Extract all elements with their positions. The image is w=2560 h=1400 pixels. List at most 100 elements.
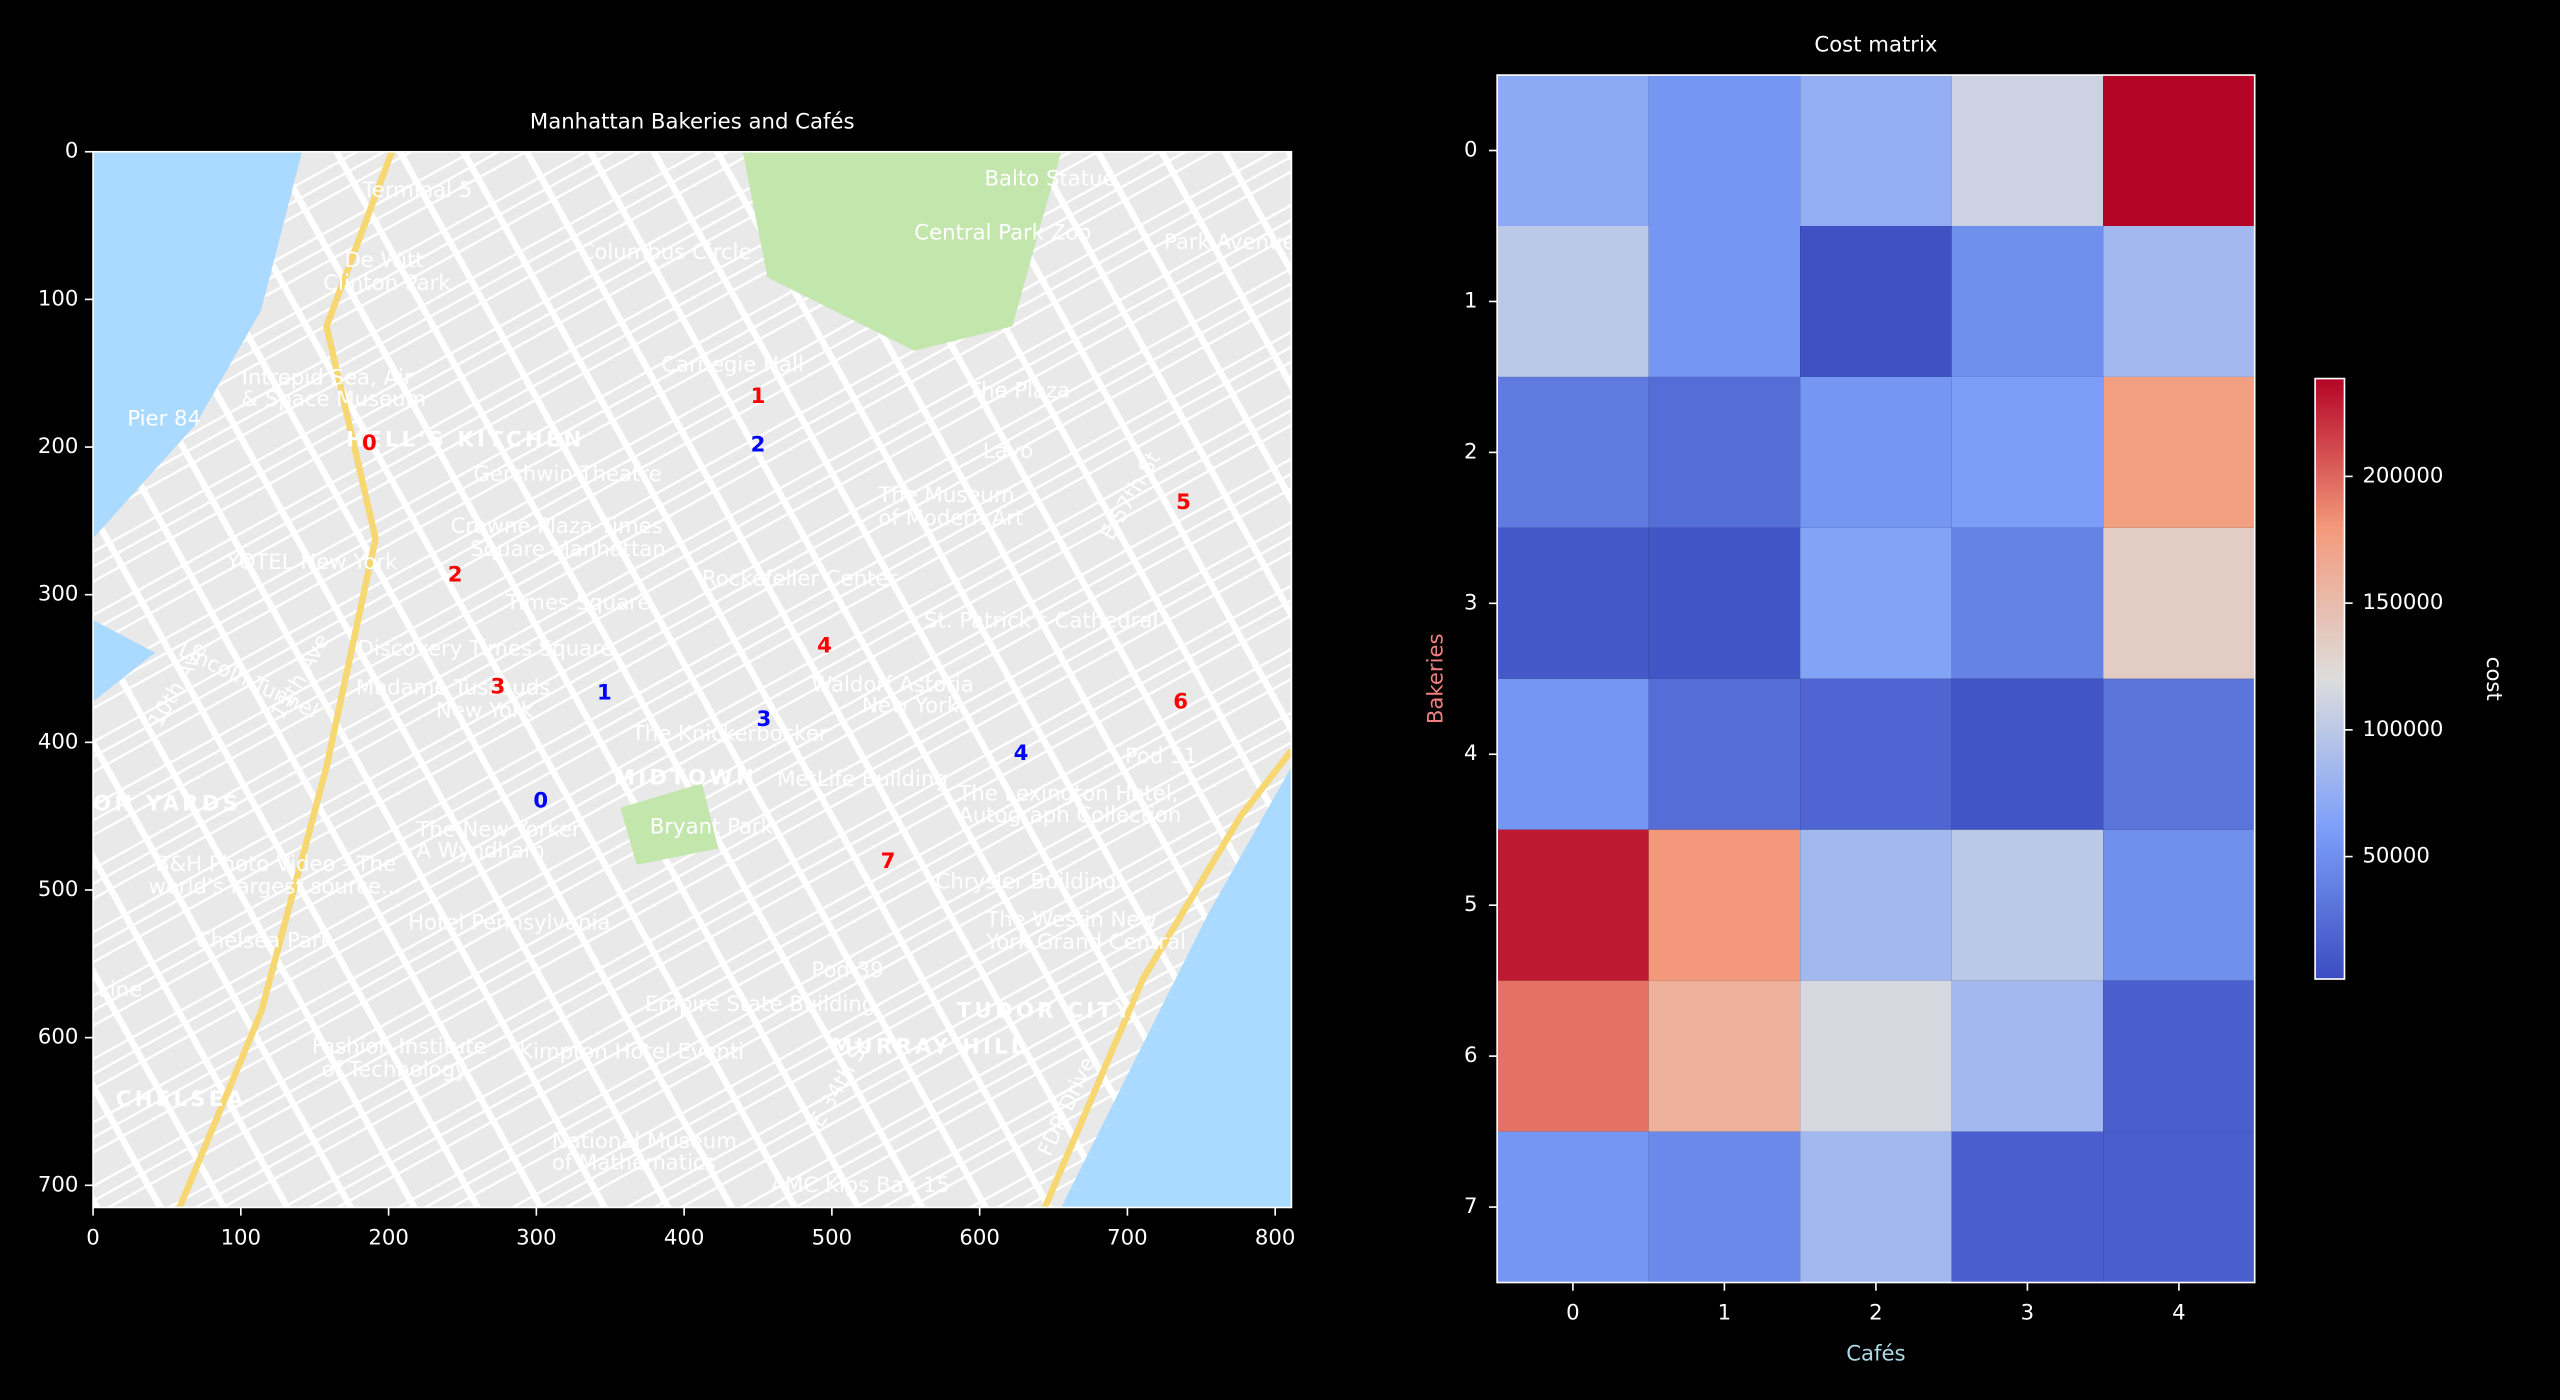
heatmap-cell [1951, 980, 2104, 1132]
heatmap-cell [1800, 1131, 1952, 1283]
map-label: Gershwin Theatre [473, 462, 661, 487]
x-tick-label: 4 [2172, 1301, 2186, 1326]
heatmap-cell [1648, 376, 1801, 528]
heatmap-cell [1951, 678, 2104, 830]
x-axis-label: Cafés [1846, 1341, 1905, 1366]
map-label: St. Patrick's Cathedral [924, 609, 1158, 634]
heatmap-cell [1800, 376, 1952, 528]
map-label: AMC Kips Bay 15 [771, 1173, 950, 1198]
heatmap-cell [2103, 225, 2255, 377]
heatmap-cell [1800, 829, 1952, 981]
axes-frame [92, 150, 1293, 1209]
map-label: Times Square [505, 591, 650, 616]
map-label: Fashion Institute [312, 1035, 487, 1060]
point-label: 5 [1176, 490, 1191, 515]
y-tick-label: 700 [38, 1172, 78, 1197]
x-tick-label: 500 [812, 1225, 852, 1250]
map-label: Terminal 5 [361, 178, 472, 203]
x-tick-label: 200 [368, 1225, 408, 1250]
heatmap-cell [1648, 829, 1801, 981]
y-tick-label: 500 [38, 877, 78, 902]
heatmap-cell [1648, 678, 1801, 830]
map-label: New York [862, 694, 960, 719]
map-label: MIDTOWN [614, 765, 757, 790]
heatmap-cell [2103, 678, 2255, 830]
heatmap-cell [1800, 980, 1952, 1132]
map-label: Park Avenue A [1164, 230, 1317, 255]
map-label: Autograph Collection [958, 803, 1181, 828]
heatmap-cell [2103, 527, 2255, 679]
map-label: MURRAY HILL [831, 1035, 1028, 1060]
colorbar [2314, 377, 2346, 980]
map-label: Carnegie Hall [661, 353, 804, 378]
map-label: De Witt [344, 248, 423, 273]
map-label: of Mathematics [552, 1150, 716, 1175]
point-label: 3 [491, 675, 506, 700]
map-label: Pod 51 [1125, 744, 1197, 769]
point-label: 4 [817, 633, 832, 658]
map-label: Balto Statue [984, 166, 1115, 191]
point-label: 1 [597, 681, 612, 706]
y-tick-label: 0 [65, 139, 79, 164]
heatmap-cell [1497, 376, 1649, 528]
map-label: The Lexington Hotel, [957, 782, 1178, 807]
heatmap-cell [1800, 527, 1952, 679]
map-label: of Technology [322, 1057, 468, 1082]
x-tick-label: 1 [1718, 1301, 1732, 1326]
map-label: Rockefeller Center [702, 566, 897, 591]
x-tick-label: 600 [959, 1225, 999, 1250]
y-tick-label: 400 [38, 729, 78, 754]
heatmap-cell [1951, 75, 2104, 226]
map-labels: Terminal 5 Balto Statue Columbus Circle Cen… [93, 166, 1317, 1198]
x-tick-label: 100 [221, 1225, 261, 1250]
heatmap-cell [1648, 75, 1801, 226]
point-label: 2 [448, 563, 463, 588]
heatmap-cell [1951, 1131, 2104, 1283]
x-tick-label: 800 [1255, 1225, 1295, 1250]
map-label: Line [98, 977, 142, 1002]
heatmap-cell [1951, 829, 2104, 981]
map-label: Hotel Pennsylvania [408, 911, 610, 936]
point-label: 1 [751, 384, 766, 409]
y-tick-label: 2 [1464, 439, 1478, 464]
heatmap-cell [1497, 527, 1649, 679]
heatmap-cell [1648, 1131, 1801, 1283]
y-tick-label: 100 [38, 286, 78, 311]
heatmap-cell [1497, 980, 1649, 1132]
heatmap-cell [1497, 75, 1649, 226]
map-label: Square Manhattan [470, 537, 666, 562]
map-label: Discovery Times Square [358, 636, 614, 661]
map-label: National Museum [552, 1129, 737, 1154]
x-tick-label: 3 [2021, 1301, 2035, 1326]
heatmap-cell [1951, 376, 2104, 528]
map-label: CHELSEA [116, 1087, 246, 1112]
colorbar-tick-label: 150000 [2362, 590, 2443, 615]
map-label: Pod 39 [811, 958, 883, 983]
heatmap-cell [1497, 829, 1649, 981]
heatmap-cell [1497, 225, 1649, 377]
map-label: Lavo [983, 439, 1033, 464]
y-tick-label: 7 [1464, 1194, 1478, 1219]
y-tick-label: 0 [1464, 138, 1478, 163]
heatmap-cell [1648, 225, 1801, 377]
heatmap-cell [1800, 678, 1952, 830]
y-tick-label: 600 [38, 1025, 78, 1050]
heatmap-cell [2103, 376, 2255, 528]
point-label: 2 [751, 433, 766, 458]
y-tick-label: 1 [1464, 288, 1478, 313]
x-tick-label: 300 [516, 1225, 556, 1250]
map-label: Columbus Circle [580, 240, 752, 265]
x-tick-label: 0 [1566, 1301, 1580, 1326]
map-label: Crowne Plaza Times [451, 514, 663, 539]
map-label: York Grand Central [985, 930, 1186, 955]
heatmap-cell [1497, 678, 1649, 830]
y-tick-label: 6 [1464, 1043, 1478, 1068]
map-label: Chelsea Park [196, 928, 334, 953]
heatmap-cell [1800, 225, 1952, 377]
heatmap-cell [1648, 527, 1801, 679]
y-tick-label: 4 [1464, 741, 1478, 766]
map-label: B&H Photo Video - The [155, 852, 396, 877]
